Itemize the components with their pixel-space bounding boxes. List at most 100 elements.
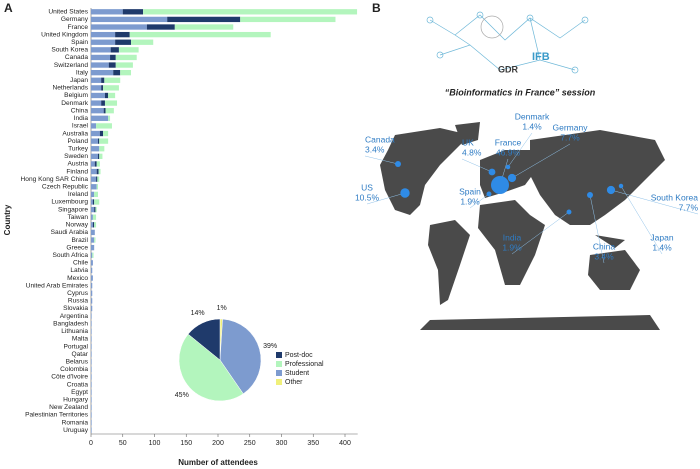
map-marker	[507, 173, 517, 183]
bar-segment	[99, 153, 103, 160]
country-name: US	[361, 182, 373, 192]
pie-label: 39%	[263, 343, 277, 350]
logo-text: GDR	[498, 64, 519, 74]
leader-line	[461, 158, 493, 173]
bar-segment	[91, 92, 105, 99]
bar-segment	[115, 39, 132, 45]
legend-swatch	[276, 379, 282, 385]
bar-segment	[91, 130, 100, 137]
y-tick-label: Netherlands	[52, 85, 88, 92]
bar-segment	[92, 199, 95, 205]
y-tick-label: Italy	[76, 69, 89, 76]
bar-segment	[91, 328, 92, 334]
map-marker	[606, 185, 616, 195]
bar-segment	[91, 282, 93, 289]
leader-line	[507, 132, 533, 168]
country-name: France	[495, 137, 522, 147]
leader-line	[364, 155, 399, 165]
bar-segment	[115, 31, 130, 38]
bar-segment	[97, 153, 100, 160]
map-marker	[618, 183, 624, 189]
bar-segment	[91, 351, 92, 357]
y-axis-title: Country	[3, 204, 12, 235]
country-name: UK	[462, 137, 474, 147]
logo-text: IFB	[532, 51, 550, 63]
x-tick-label: 100	[149, 440, 161, 447]
bar-segment	[91, 146, 100, 152]
country-percent: 4.8%	[462, 147, 482, 157]
y-tick-label: Malta	[72, 336, 88, 343]
y-tick-label: Japan	[70, 77, 88, 84]
bar-segment	[101, 100, 105, 106]
x-tick-label: 200	[212, 440, 224, 447]
bar-segment	[91, 298, 93, 304]
leader-line	[620, 185, 663, 255]
bar-segment	[91, 206, 95, 213]
bar-segment	[91, 412, 92, 418]
legend-swatch	[276, 361, 282, 367]
bar-segment	[91, 244, 95, 251]
bar-segment	[94, 222, 97, 228]
panel-label: A	[4, 1, 13, 15]
bar-segment	[101, 77, 105, 83]
y-tick-label: Bangladesh	[53, 320, 88, 327]
x-tick-label: 350	[307, 440, 319, 447]
bar-segment	[96, 161, 100, 167]
bar-segment	[108, 62, 116, 68]
map-marker	[566, 209, 572, 215]
bar-segment	[97, 176, 100, 182]
y-tick-label: Slovakia	[63, 305, 88, 312]
country-name: South Korea	[651, 192, 699, 202]
legend-swatch	[276, 352, 282, 358]
y-tick-label: United States	[48, 9, 88, 16]
y-tick-label: Qatar	[72, 351, 89, 358]
bar-segment	[91, 85, 102, 91]
y-tick-label: Saudi Arabia	[51, 229, 89, 236]
x-tick-label: 250	[244, 440, 256, 447]
world-map	[380, 122, 665, 330]
bar-segment	[240, 16, 336, 23]
bar-segment	[98, 168, 101, 175]
bar-segment	[99, 138, 109, 144]
country-name: Denmark	[515, 111, 550, 121]
legend-label: Post-doc	[285, 352, 313, 359]
leader-line	[511, 211, 570, 255]
y-tick-label: New Zealand	[49, 404, 88, 411]
bar-segment	[95, 206, 97, 213]
bar-segment	[94, 237, 96, 243]
y-tick-label: Colombia	[60, 366, 88, 373]
y-tick-label: Chile	[73, 260, 88, 267]
country-percent: 1.4%	[652, 242, 672, 252]
bar-segment	[120, 69, 132, 76]
y-tick-label: France	[67, 24, 88, 31]
bar-segment	[91, 389, 92, 395]
bar-segment	[122, 9, 144, 15]
y-tick-label: Canada	[65, 54, 88, 61]
bar-segment	[91, 260, 93, 266]
bar-segment	[92, 222, 95, 228]
bar-segment	[91, 39, 116, 45]
y-tick-label: Russia	[68, 298, 88, 305]
x-tick-label: 0	[89, 440, 93, 447]
bar-segment	[103, 108, 106, 114]
y-tick-label: Switzerland	[54, 62, 88, 69]
bar-segment	[91, 108, 104, 114]
bar-segment	[91, 305, 93, 312]
y-tick-label: Ireland	[68, 191, 88, 198]
country-percent: 1.9%	[502, 242, 522, 252]
leader-line	[511, 143, 571, 179]
panel-label: B	[372, 1, 381, 15]
bar-segment	[91, 100, 102, 106]
bar-segment	[96, 123, 112, 129]
bar-segment	[91, 359, 92, 365]
bar-segment	[105, 108, 114, 114]
y-tick-label: Cyprus	[67, 290, 89, 297]
y-tick-label: Singapore	[58, 206, 88, 213]
bar-segment	[101, 85, 104, 91]
x-tick-label: 150	[180, 440, 192, 447]
country-name: India	[503, 232, 522, 242]
country-name: Spain	[459, 186, 481, 196]
map-marker	[505, 164, 511, 170]
bar-segment	[91, 214, 93, 220]
country-percent: 3.4%	[594, 251, 614, 261]
